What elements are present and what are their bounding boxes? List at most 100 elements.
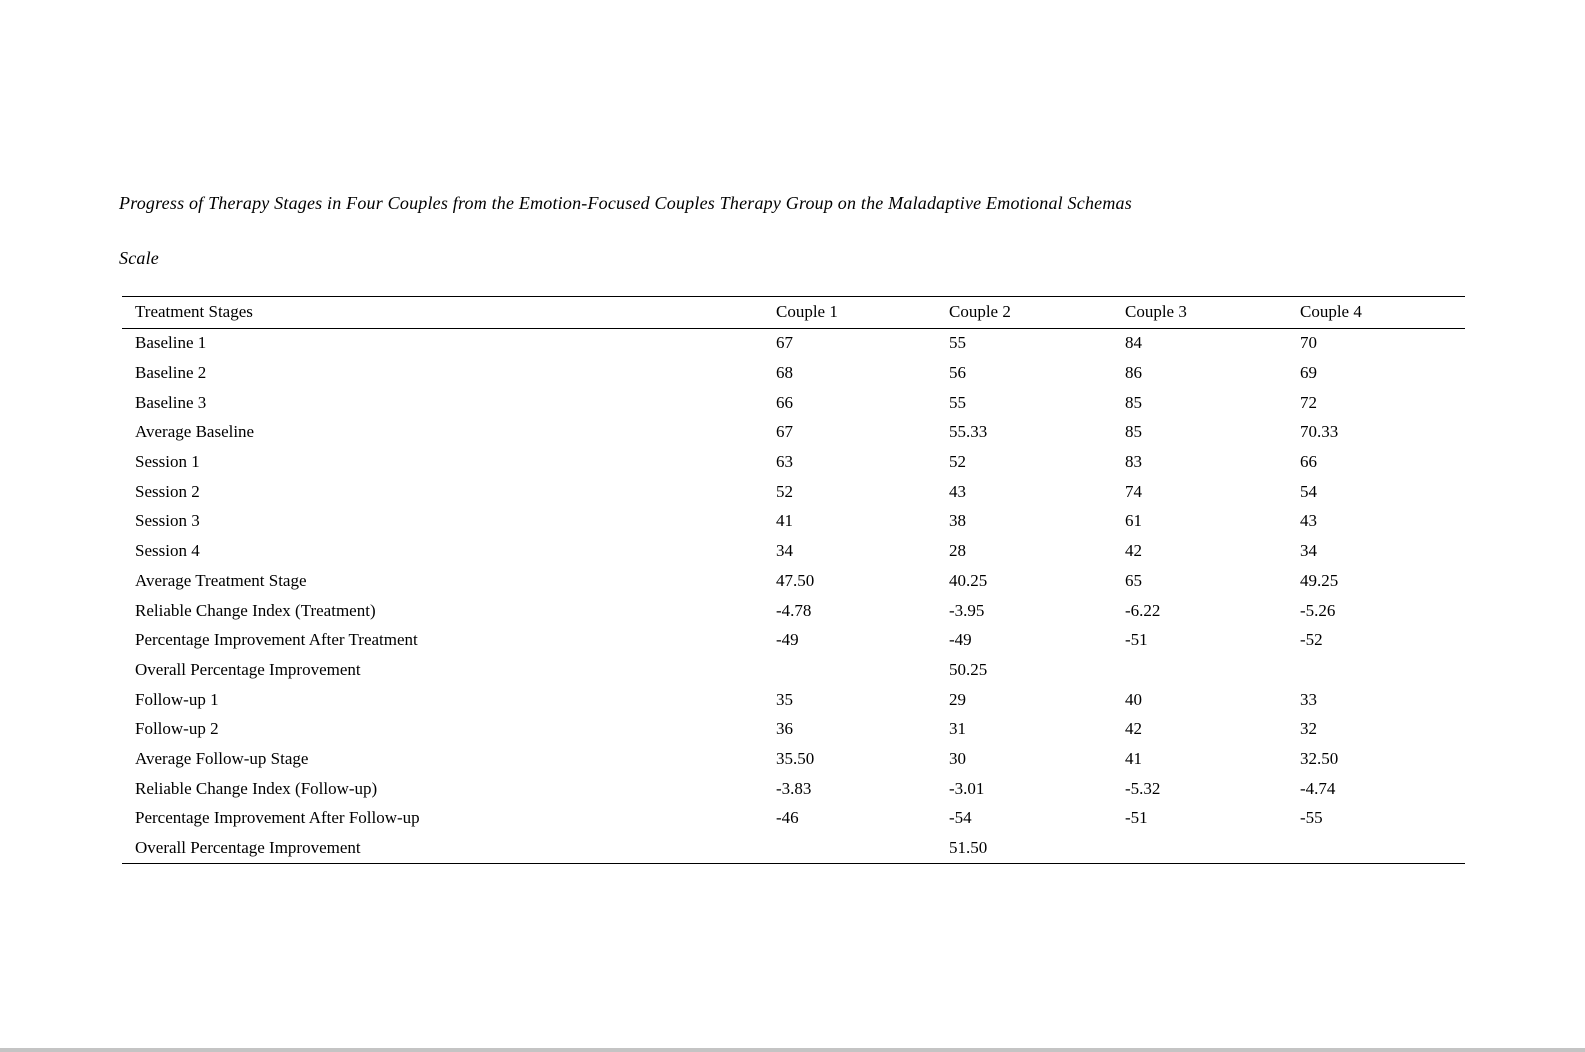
- stage-value: -4.78: [776, 600, 812, 620]
- stage-value: [1300, 655, 1465, 685]
- table-row: Reliable Change Index (Treatment) -4.78 -3…: [122, 596, 1465, 626]
- table-row: Follow-up 1 35 29 40 33: [122, 685, 1465, 715]
- stage-label: Session 2: [135, 481, 200, 501]
- stage-label: Session 1: [135, 452, 200, 472]
- stage-value: -3.83: [776, 778, 812, 798]
- stage-value: 47.50: [776, 570, 815, 590]
- table-title-line-2: Scale: [119, 248, 159, 268]
- stage-value: 29: [949, 689, 966, 709]
- table-row: Follow-up 2 36 31 42 32: [122, 714, 1465, 744]
- column-header-couple-4: Couple 4: [1300, 302, 1362, 322]
- stage-value: [1300, 833, 1465, 863]
- stage-value: 55: [949, 392, 966, 412]
- stage-value: 36: [776, 719, 793, 739]
- stage-value: 67: [776, 422, 793, 442]
- table-title: Progress of Therapy Stages in Four Coupl…: [119, 176, 1465, 286]
- stage-value: -49: [949, 630, 972, 650]
- table-row: Session 4 34 28 42 34: [122, 536, 1465, 566]
- stage-value: 40.25: [949, 570, 988, 590]
- table-row: Reliable Change Index (Follow-up) -3.83 -3…: [122, 774, 1465, 804]
- table-row: Baseline 3 66 55 85 72: [122, 388, 1465, 418]
- stage-value: 35: [776, 689, 793, 709]
- therapy-progress-table: Treatment Stages Couple 1 Couple 2 Coupl…: [122, 296, 1465, 864]
- table-title-line-1: Progress of Therapy Stages in Four Coupl…: [119, 193, 1132, 213]
- stage-value: 55: [949, 333, 966, 353]
- stage-value: -5.26: [1300, 600, 1336, 620]
- stage-value: 55.33: [949, 422, 988, 442]
- stage-value: -46: [776, 808, 799, 828]
- stage-value: 32: [1300, 719, 1317, 739]
- table-row: Overall Percentage Improvement 51.50: [122, 833, 1465, 863]
- stage-label: Baseline 2: [135, 363, 207, 383]
- stage-value: -51: [1125, 630, 1148, 650]
- stage-value: 35.50: [776, 748, 815, 768]
- window-bottom-edge: [0, 1048, 1585, 1052]
- stage-value: 67: [776, 333, 793, 353]
- stage-value: 70.33: [1300, 422, 1339, 442]
- stage-value: 66: [1300, 452, 1317, 472]
- stage-value: 41: [776, 511, 793, 531]
- stage-label: Average Baseline: [135, 422, 255, 442]
- stage-label: Session 3: [135, 511, 200, 531]
- table-row: Baseline 2 68 56 86 69: [122, 358, 1465, 388]
- stage-value: -5.32: [1125, 778, 1161, 798]
- stage-label: Average Treatment Stage: [135, 570, 307, 590]
- stage-label: Reliable Change Index (Follow-up): [135, 778, 378, 798]
- table-row: Session 2 52 43 74 54: [122, 477, 1465, 507]
- table-row: Session 3 41 38 61 43: [122, 507, 1465, 537]
- stage-label: Baseline 1: [135, 333, 207, 353]
- stage-value: 38: [949, 511, 966, 531]
- stage-value: 61: [1125, 511, 1142, 531]
- stage-value: 28: [949, 541, 966, 561]
- table-row: Average Treatment Stage 47.50 40.25 65 49.25: [122, 566, 1465, 596]
- stage-label: Follow-up 2: [135, 719, 219, 739]
- stage-value: 30: [949, 748, 966, 768]
- stage-value: [1125, 655, 1300, 685]
- stage-label: Baseline 3: [135, 392, 207, 412]
- stage-value: 83: [1125, 452, 1142, 472]
- stage-value: 65: [1125, 570, 1142, 590]
- stage-value: [776, 655, 949, 685]
- table-row: Percentage Improvement After Treatment -4…: [122, 625, 1465, 655]
- column-header-couple-2: Couple 2: [949, 302, 1011, 322]
- stage-value: 34: [776, 541, 793, 561]
- stage-value: 52: [776, 481, 793, 501]
- stage-label: Percentage Improvement After Treatment: [135, 630, 418, 650]
- table-row: Percentage Improvement After Follow-up -4…: [122, 804, 1465, 834]
- stage-value: -54: [949, 808, 972, 828]
- stage-value: 42: [1125, 719, 1142, 739]
- stage-value: -3.95: [949, 600, 985, 620]
- stage-label: Overall Percentage Improvement: [135, 838, 361, 858]
- table-row: Session 1 63 52 83 66: [122, 447, 1465, 477]
- stage-value: 42: [1125, 541, 1142, 561]
- stage-value: 85: [1125, 422, 1142, 442]
- stage-value: 54: [1300, 481, 1317, 501]
- stage-value: 43: [1300, 511, 1317, 531]
- stage-value: -4.74: [1300, 778, 1336, 798]
- table-row: Average Baseline 67 55.33 85 70.33: [122, 418, 1465, 448]
- stage-label: Follow-up 1: [135, 689, 219, 709]
- stage-value: 68: [776, 363, 793, 383]
- table-row: Overall Percentage Improvement 50.25: [122, 655, 1465, 685]
- stage-value: 70: [1300, 333, 1317, 353]
- stage-value: 69: [1300, 363, 1317, 383]
- stage-value: 85: [1125, 392, 1142, 412]
- table-body: Baseline 1 67 55 84 70 Baseline 2 68 56 86 69 Base…: [122, 328, 1465, 863]
- stage-value: 63: [776, 452, 793, 472]
- stage-value: -52: [1300, 630, 1323, 650]
- stage-label: Overall Percentage Improvement: [135, 659, 361, 679]
- stage-value: 33: [1300, 689, 1317, 709]
- stage-value: 51.50: [949, 838, 988, 858]
- stage-value: -55: [1300, 808, 1323, 828]
- stage-value: 49.25: [1300, 570, 1339, 590]
- column-header-couple-1: Couple 1: [776, 302, 838, 322]
- stage-value: 40: [1125, 689, 1142, 709]
- stage-value: -49: [776, 630, 799, 650]
- stage-value: 84: [1125, 333, 1142, 353]
- stage-value: 43: [949, 481, 966, 501]
- table-row: Baseline 1 67 55 84 70: [122, 328, 1465, 358]
- stage-value: 52: [949, 452, 966, 472]
- stage-value: 31: [949, 719, 966, 739]
- stage-label: Percentage Improvement After Follow-up: [135, 808, 420, 828]
- stage-value: 72: [1300, 392, 1317, 412]
